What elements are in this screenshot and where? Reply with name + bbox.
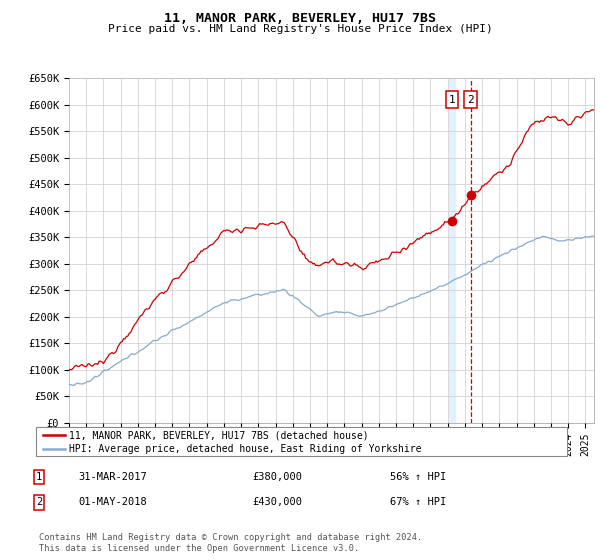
- Bar: [449, 78, 455, 423]
- Text: Contains HM Land Registry data © Crown copyright and database right 2024.
This d: Contains HM Land Registry data © Crown c…: [39, 533, 422, 553]
- Text: 56% ↑ HPI: 56% ↑ HPI: [390, 472, 446, 482]
- Text: £380,000: £380,000: [252, 472, 302, 482]
- Text: 1: 1: [36, 472, 42, 482]
- Text: Price paid vs. HM Land Registry's House Price Index (HPI): Price paid vs. HM Land Registry's House …: [107, 24, 493, 34]
- Text: 11, MANOR PARK, BEVERLEY, HU17 7BS (detached house): 11, MANOR PARK, BEVERLEY, HU17 7BS (deta…: [69, 431, 368, 440]
- Text: 31-MAR-2017: 31-MAR-2017: [78, 472, 147, 482]
- Text: 01-MAY-2018: 01-MAY-2018: [78, 497, 147, 507]
- Text: 67% ↑ HPI: 67% ↑ HPI: [390, 497, 446, 507]
- Text: 2: 2: [467, 95, 474, 105]
- Text: 1: 1: [449, 95, 455, 105]
- Text: 2: 2: [36, 497, 42, 507]
- Text: HPI: Average price, detached house, East Riding of Yorkshire: HPI: Average price, detached house, East…: [69, 444, 421, 454]
- Text: 11, MANOR PARK, BEVERLEY, HU17 7BS: 11, MANOR PARK, BEVERLEY, HU17 7BS: [164, 12, 436, 25]
- Text: £430,000: £430,000: [252, 497, 302, 507]
